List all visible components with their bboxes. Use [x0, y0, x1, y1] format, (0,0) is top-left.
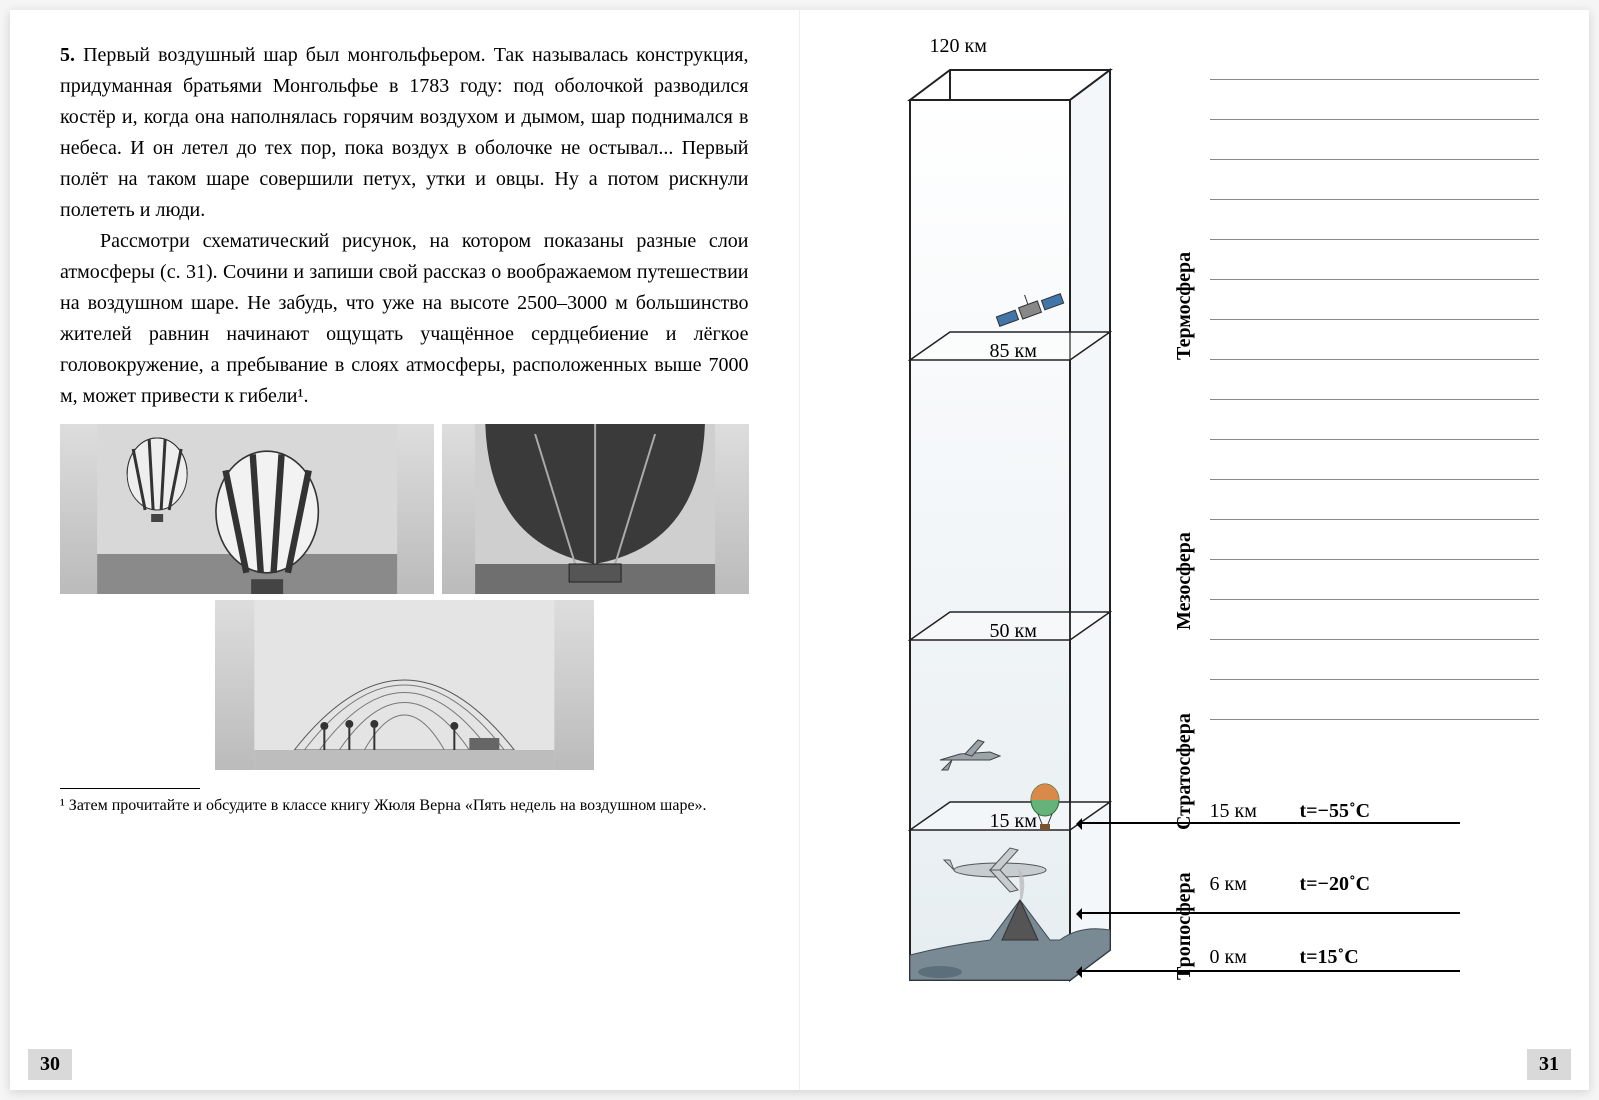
temp-value: t=−20˚C	[1300, 873, 1371, 896]
writing-line	[1210, 640, 1540, 680]
altitude-label: 15 км	[990, 810, 1037, 833]
layer-label: Стратосфера	[1173, 680, 1196, 830]
writing-line	[1210, 240, 1540, 280]
photo-block	[60, 424, 749, 770]
page-left: 5. Первый воздушный шар был монгольфьеро…	[10, 10, 800, 1090]
page-number-right: 31	[1527, 1049, 1571, 1080]
layer-label: Тропосфера	[1173, 860, 1196, 980]
balloon-photo-2	[442, 424, 748, 594]
writing-line	[1210, 80, 1540, 120]
writing-line	[1210, 600, 1540, 640]
writing-line	[1210, 280, 1540, 320]
footnote: ¹ Затем прочитайте и обсудите в классе к…	[60, 795, 749, 817]
temperature-row: 6 км t=−20˚C	[1210, 873, 1540, 896]
writing-line	[1210, 320, 1540, 360]
writing-line	[1210, 200, 1540, 240]
writing-lines-column: 15 км t=−55˚C 6 км t=−20˚C 0 км t=15˚C	[1190, 40, 1540, 1070]
paragraph-2: Рассмотри схематический рисунок, на кото…	[60, 226, 749, 412]
book-spread: 5. Первый воздушный шар был монгольфьеро…	[10, 10, 1589, 1090]
atmosphere-cube-svg	[870, 60, 1130, 1010]
temp-alt: 15 км	[1210, 800, 1280, 823]
writing-line	[1210, 40, 1540, 80]
layer-label: Термосфера	[1173, 120, 1196, 360]
writing-line	[1210, 520, 1540, 560]
temperature-row: 15 км t=−55˚C	[1210, 800, 1540, 823]
temperature-labels: 15 км t=−55˚C 6 км t=−20˚C 0 км t=15˚C	[1210, 800, 1540, 969]
balloon-photo-1	[60, 424, 434, 594]
paragraph-1-text: Первый воздушный шар был монгольфьером. …	[60, 44, 749, 221]
altitude-label: 85 км	[990, 340, 1037, 363]
altitude-label: 50 км	[990, 620, 1037, 643]
balloon-engraving	[215, 600, 594, 770]
top-altitude-label: 120 км	[930, 35, 987, 58]
writing-line	[1210, 160, 1540, 200]
ruled-lines	[1210, 40, 1540, 720]
writing-line	[1210, 120, 1540, 160]
writing-line	[1210, 480, 1540, 520]
writing-line	[1210, 680, 1540, 720]
temperature-arrow	[1080, 822, 1460, 824]
temp-value: t=−55˚C	[1300, 800, 1371, 823]
question-number: 5.	[60, 44, 75, 66]
temp-alt: 0 км	[1210, 946, 1280, 969]
layer-label: Мезосфера	[1173, 410, 1196, 630]
writing-line	[1210, 360, 1540, 400]
temp-alt: 6 км	[1210, 873, 1280, 896]
photo-row-top	[60, 424, 749, 594]
temperature-arrow	[1080, 970, 1460, 972]
atmosphere-diagram: 120 км	[850, 40, 1190, 1000]
body-text: 5. Первый воздушный шар был монгольфьеро…	[60, 40, 749, 412]
temp-value: t=15˚C	[1300, 946, 1359, 969]
writing-line	[1210, 400, 1540, 440]
temperature-row: 0 км t=15˚C	[1210, 946, 1540, 969]
page-right: 120 км	[800, 10, 1590, 1090]
writing-line	[1210, 440, 1540, 480]
writing-line	[1210, 560, 1540, 600]
paragraph-1: 5. Первый воздушный шар был монгольфьеро…	[60, 40, 749, 226]
footnote-rule	[60, 788, 200, 789]
temperature-arrow	[1080, 912, 1460, 914]
page-number-left: 30	[28, 1049, 72, 1080]
